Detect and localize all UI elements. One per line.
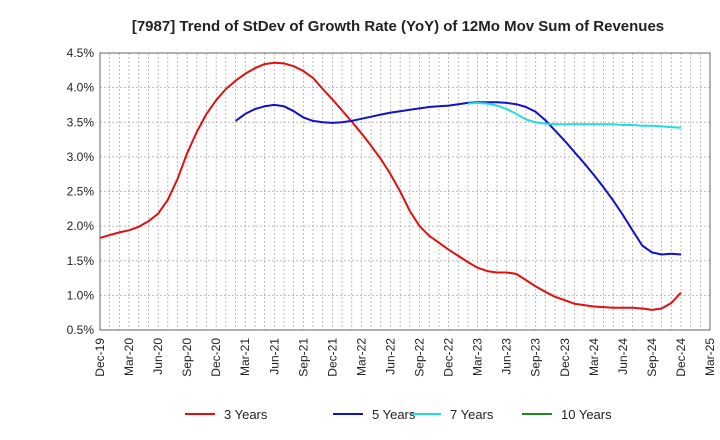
x-tick-label: Jun-20: [151, 338, 165, 375]
x-tick-label: Dec-20: [209, 338, 223, 377]
plot-area: [99, 52, 711, 331]
x-tick-label: Jun-22: [383, 338, 397, 375]
x-tick-label: Mar-25: [703, 338, 717, 376]
x-tick-label: Sep-21: [296, 338, 310, 377]
x-tick-label: Dec-24: [674, 338, 688, 377]
legend: 3 Years 5 Years 7 Years 10 Years: [185, 407, 612, 422]
x-tick-label: Dec-23: [558, 338, 572, 377]
y-tick-label: 1.5%: [67, 254, 95, 268]
legend-label-10-years: 10 Years: [561, 407, 612, 422]
series-line-3-years: [99, 61, 682, 311]
legend-label-7-years: 7 Years: [450, 407, 494, 422]
x-tick-label: Sep-20: [180, 338, 194, 377]
x-tick-label: Sep-24: [645, 338, 659, 377]
y-tick-label: 4.5%: [67, 46, 95, 60]
x-tick-label: Dec-19: [93, 338, 107, 377]
x-tick-label: Dec-21: [325, 338, 339, 377]
grid: [100, 53, 710, 330]
y-tick-label: 4.0%: [67, 81, 95, 95]
x-tick-label: Mar-20: [122, 338, 136, 376]
x-tick-label: Mar-22: [354, 338, 368, 376]
x-tick-label: Mar-21: [238, 338, 252, 376]
x-tick-label: Mar-24: [587, 338, 601, 376]
legend-label-3-years: 3 Years: [224, 407, 268, 422]
y-tick-label: 1.0%: [67, 288, 95, 302]
x-axis: Dec-19 Mar-20 Jun-20 Sep-20 Dec-20 Mar-21 Jun-…: [93, 338, 717, 377]
x-tick-label: Mar-23: [471, 338, 485, 376]
y-axis: 0.5% 1.0% 1.5% 2.0% 2.5% 3.0% 3.5% 4.0% 4.5%: [67, 46, 95, 337]
y-tick-label: 3.0%: [67, 150, 95, 164]
chart-title: [7987] Trend of StDev of Growth Rate (Yo…: [132, 18, 664, 35]
series-line-5-years: [235, 101, 682, 256]
x-tick-label: Jun-21: [267, 338, 281, 375]
x-tick-label: Sep-22: [413, 338, 427, 377]
x-tick-label: Jun-24: [616, 338, 630, 375]
y-tick-label: 2.0%: [67, 219, 95, 233]
series-lines: [99, 61, 682, 311]
series-line-7-years: [467, 101, 682, 129]
y-tick-label: 2.5%: [67, 185, 95, 199]
x-tick-label: Dec-22: [442, 338, 456, 377]
y-tick-label: 0.5%: [67, 323, 95, 337]
x-tick-label: Jun-23: [500, 338, 514, 375]
x-tick-label: Sep-23: [529, 338, 543, 377]
legend-label-5-years: 5 Years: [372, 407, 416, 422]
y-tick-label: 3.5%: [67, 115, 95, 129]
